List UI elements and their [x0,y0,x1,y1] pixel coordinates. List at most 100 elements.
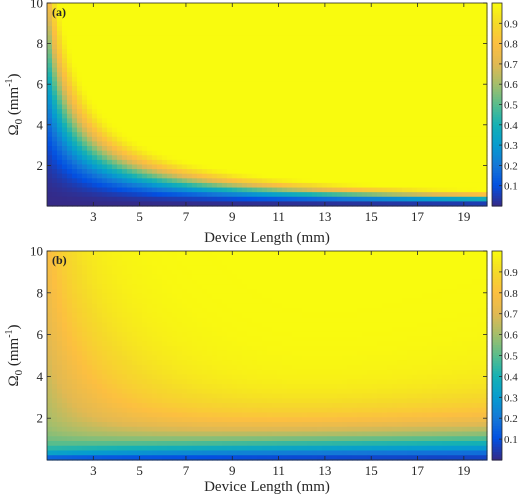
heatmap-cell [147,403,153,409]
heatmap-cell [277,113,283,119]
heatmap-cell [282,90,288,96]
heatmap-cell [47,374,53,380]
heatmap-cell [322,132,328,138]
heatmap-cell [267,136,273,143]
heatmap-cell [207,201,213,207]
heatmap-cell [307,146,313,152]
heatmap-cell [482,35,488,41]
heatmap-cell [372,196,378,202]
heatmap-cell [407,136,413,143]
heatmap-cell [127,132,133,138]
heatmap-cell [62,327,68,333]
heatmap-cell [67,67,73,73]
heatmap-cell [267,164,273,170]
heatmap-cell [87,141,93,147]
heatmap-cell [277,178,283,184]
heatmap-cell [127,146,133,152]
heatmap-cell [147,95,153,101]
heatmap-cell [62,384,68,390]
heatmap-cell [427,178,433,184]
heatmap-cell [377,21,383,27]
heatmap-cell [62,178,68,184]
heatmap-cell [117,150,123,156]
heatmap-cell [147,298,153,304]
heatmap-cell [152,303,158,309]
heatmap-cell [272,127,278,133]
heatmap-cell [332,58,338,64]
heatmap-cell [267,159,273,166]
heatmap-cell [477,122,483,129]
heatmap-cell [332,173,338,179]
heatmap-cell [102,132,108,138]
heatmap-cell [142,67,148,73]
heatmap-cell [207,192,213,198]
heatmap-cell [67,99,73,106]
heatmap-cell [222,67,228,73]
heatmap-cell [142,331,148,338]
heatmap-cell [102,21,108,27]
heatmap-cell [82,141,88,147]
heatmap-cell [467,12,473,18]
heatmap-cell [202,7,208,13]
heatmap-cell [202,155,208,161]
heatmap-cell [422,159,428,166]
heatmap-cell [87,49,93,55]
heatmap-cell [372,16,378,23]
heatmap-cell [412,182,418,189]
heatmap-cell [357,164,363,170]
heatmap-cell [77,365,83,371]
heatmap-cell [67,426,73,433]
heatmap-cell [437,182,443,189]
heatmap-cell [457,122,463,129]
heatmap-cell [167,72,173,78]
heatmap-cell [337,192,343,198]
heatmap-cell [192,21,198,27]
heatmap-cell [302,21,308,27]
heatmap-cell [147,445,153,452]
heatmap-cell [112,284,118,290]
heatmap-cell [72,450,78,456]
heatmap-cell [472,67,478,73]
heatmap-cell [232,109,238,115]
heatmap-cell [107,289,113,295]
heatmap-cell [172,192,178,198]
heatmap-cell [132,21,138,27]
heatmap-cell [252,201,258,207]
heatmap-cell [467,3,473,9]
heatmap-cell [237,122,243,129]
colorbar-segment [492,66,502,70]
heatmap-cell [307,30,313,36]
heatmap-cell [117,72,123,78]
heatmap-cell [47,336,53,342]
heatmap-cell [377,132,383,138]
heatmap-cell [92,407,98,414]
heatmap-cell [267,150,273,156]
heatmap-cell [232,21,238,27]
heatmap-cell [237,104,243,110]
heatmap-cell [157,178,163,184]
heatmap-cell [147,159,153,166]
heatmap-cell [67,35,73,41]
heatmap-cell [442,159,448,166]
heatmap-cell [347,90,353,96]
heatmap-cell [452,182,458,189]
heatmap-cell [327,49,333,55]
heatmap-cell [422,196,428,202]
heatmap-cell [137,322,143,328]
heatmap-cell [192,159,198,166]
heatmap-cell [377,99,383,106]
heatmap-cell [67,279,73,285]
heatmap-cell [422,44,428,50]
heatmap-cell [97,104,103,110]
heatmap-cell [112,53,118,59]
heatmap-cell [462,118,468,124]
heatmap-cell [137,255,143,262]
heatmap-cell [317,3,323,9]
heatmap-cell [402,3,408,9]
heatmap-cell [312,81,318,87]
heatmap-cell [127,187,133,193]
heatmap-cell [322,81,328,87]
heatmap-cell [72,39,78,46]
heatmap-cell [477,90,483,96]
heatmap-cell [92,169,98,175]
